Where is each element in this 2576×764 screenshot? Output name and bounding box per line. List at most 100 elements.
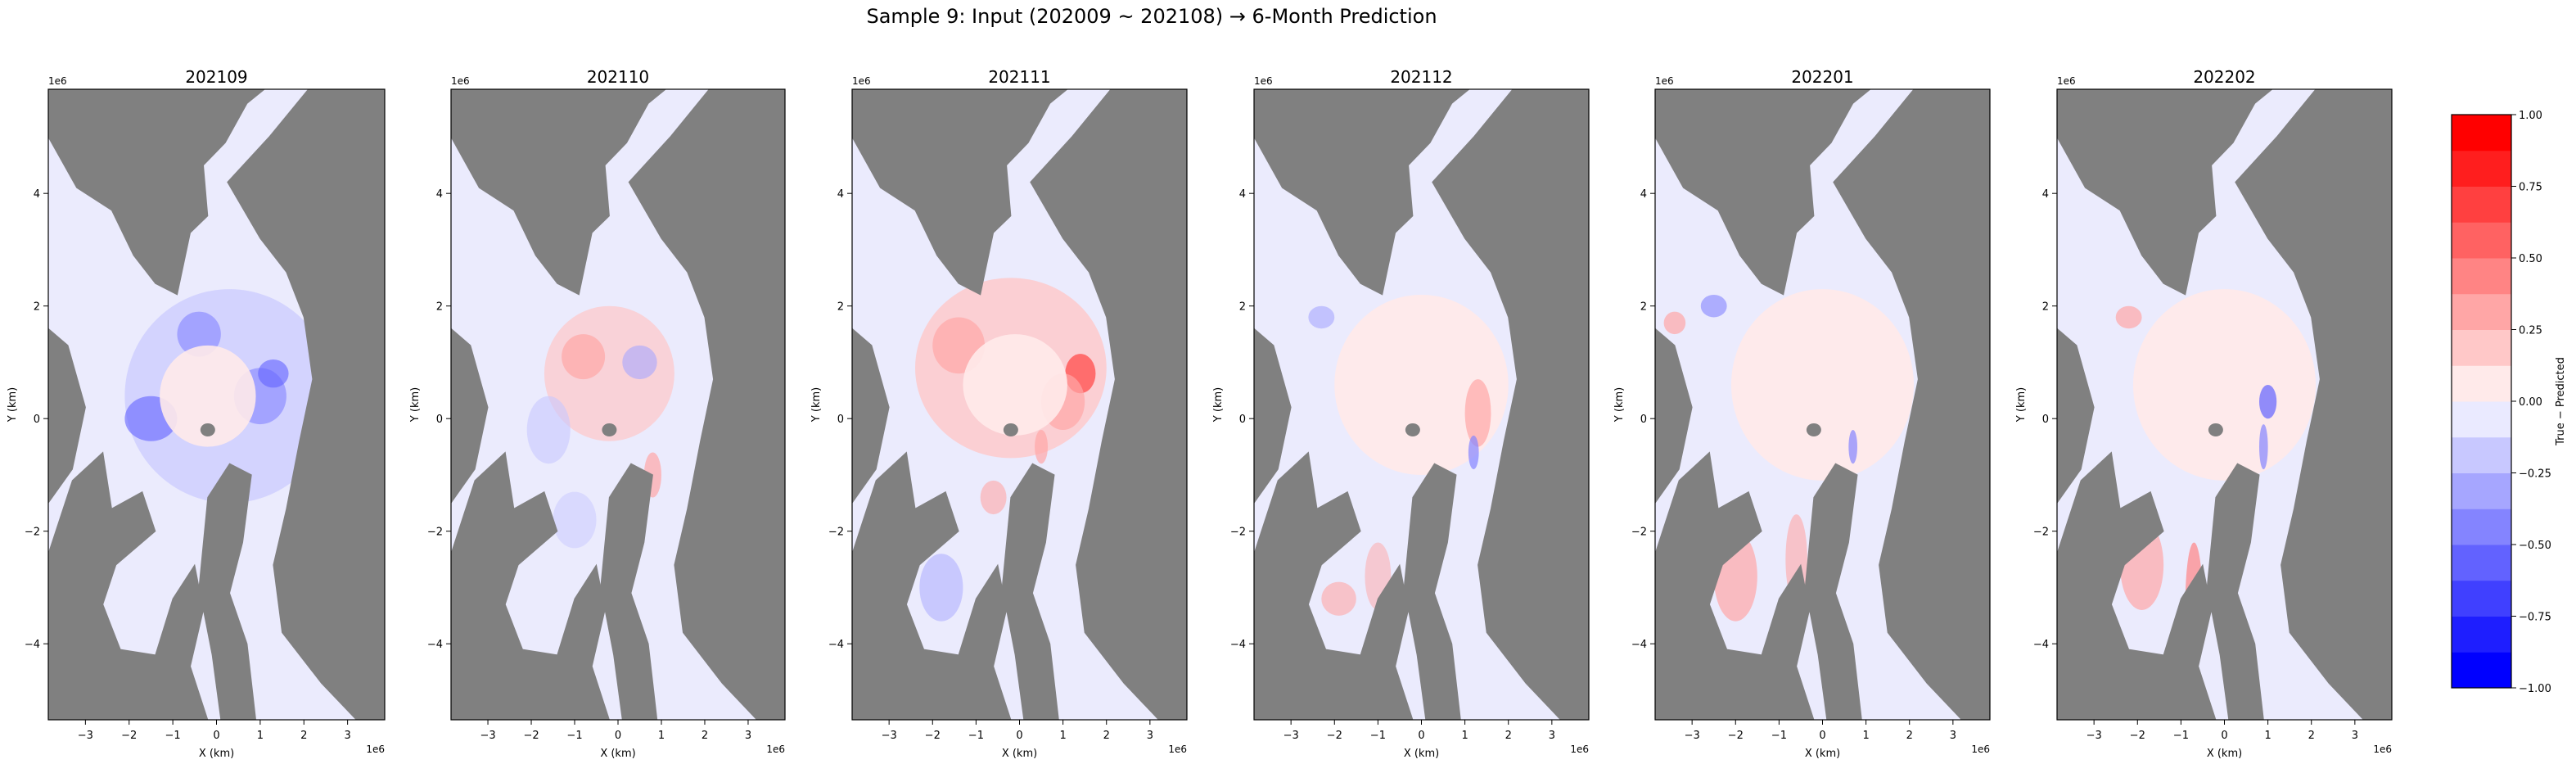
colorbar-label: True − Predicted [2555, 357, 2567, 446]
colorbar-level [2452, 150, 2511, 187]
x-offset-label: 1e6 [2373, 744, 2392, 755]
x-tick-label: −2 [2130, 730, 2145, 742]
subplot-title: 202111 [988, 67, 1050, 87]
subplot-title: 202112 [1390, 67, 1452, 87]
x-tick-label: 0 [615, 730, 621, 742]
y-tick-label: 0 [1640, 414, 1647, 426]
x-tick-label: −3 [2087, 730, 2102, 742]
subplot-202112: 202112 −3 −2 −1 0 1 2 3 −4 −2 0 2 4 1e6 1e6 X (km) Y (km… [1212, 67, 1590, 760]
colorbar-level [2452, 580, 2511, 617]
subplot-202111: 202111 −3 −2 −1 0 1 2 3 −4 −2 0 2 4 1e6 1e6 X (km) Y (km… [810, 67, 1188, 760]
subplot-title: 202109 [185, 67, 247, 87]
colorbar-level [2452, 401, 2511, 438]
x-tick-label: −2 [1728, 730, 1744, 742]
x-tick-label: 0 [1016, 730, 1022, 742]
map-field [48, 89, 385, 720]
x-tick-label: −2 [925, 730, 941, 742]
x-axis-label: X (km) [199, 748, 234, 760]
y-offset-label: 1e6 [48, 75, 67, 87]
colorbar-level [2452, 545, 2511, 581]
colorbar-tick-label: −1.00 [2519, 683, 2551, 695]
y-tick-label: −2 [828, 527, 844, 539]
y-tick-label: 0 [837, 414, 844, 426]
subplot-202109: 202109 −3 −2 −1 0 1 2 3 −4 −2 0 2 4 1e6 1e6 X (km) Y (km… [7, 67, 386, 760]
x-tick-label: 2 [300, 730, 307, 742]
y-tick-label: 0 [34, 414, 40, 426]
y-tick-label: 2 [34, 301, 40, 314]
y-tick-label: −4 [25, 639, 40, 651]
y-tick-label: −2 [2033, 527, 2049, 539]
x-axis-label: X (km) [1805, 748, 1840, 760]
colorbar-level [2452, 365, 2511, 402]
colorbar-tick-label: 0.25 [2519, 325, 2542, 337]
subplot-grid: 202109 −3 −2 −1 0 1 2 3 −4 −2 0 2 4 1e6 1e6 X (km) Y (km… [7, 67, 2393, 760]
y-axis-label: Y (km) [409, 387, 422, 423]
colorbar-level [2452, 472, 2511, 509]
subplot-title: 202201 [1791, 67, 1853, 87]
x-tick-label: 3 [2352, 730, 2358, 742]
x-tick-label: 2 [1906, 730, 1913, 742]
x-offset-label: 1e6 [1971, 744, 1990, 755]
x-tick-label: −2 [121, 730, 137, 742]
colorbar-tick-label: −0.75 [2519, 612, 2551, 624]
y-offset-label: 1e6 [852, 75, 871, 87]
x-tick-label: −2 [523, 730, 539, 742]
subplot-title: 202202 [2193, 67, 2255, 87]
y-tick-label: 4 [837, 188, 844, 201]
y-axis-label: Y (km) [1613, 387, 1626, 423]
y-tick-label: 2 [1640, 301, 1647, 314]
x-axis-label: X (km) [600, 748, 635, 760]
y-tick-label: −2 [427, 527, 443, 539]
y-tick-label: −4 [2033, 639, 2049, 651]
y-tick-label: −4 [427, 639, 443, 651]
colorbar-level [2452, 329, 2511, 366]
y-tick-label: 2 [2042, 301, 2049, 314]
x-offset-label: 1e6 [366, 744, 385, 755]
x-tick-label: −3 [882, 730, 897, 742]
x-tick-label: 3 [1549, 730, 1555, 742]
y-tick-label: 2 [837, 301, 844, 314]
y-axis-label: Y (km) [810, 387, 823, 423]
colorbar-level [2452, 222, 2511, 259]
colorbar-level [2452, 436, 2511, 473]
subplot-202201: 202201 −3 −2 −1 0 1 2 3 −4 −2 0 2 4 1e6 1e6 X (km) Y (km… [1613, 67, 1991, 760]
colorbar-tick-label: 0.50 [2519, 253, 2542, 265]
x-tick-label: −3 [78, 730, 93, 742]
x-tick-label: −1 [1370, 730, 1386, 742]
x-tick-label: 1 [1862, 730, 1869, 742]
map-field [852, 89, 1187, 720]
map-field [1254, 89, 1589, 720]
x-tick-label: −1 [1771, 730, 1787, 742]
y-tick-label: 0 [2042, 414, 2049, 426]
y-tick-label: −4 [1230, 639, 1246, 651]
y-tick-label: 4 [1640, 188, 1647, 201]
x-offset-label: 1e6 [766, 744, 785, 755]
colorbar-level [2452, 258, 2511, 295]
y-tick-label: −2 [25, 527, 40, 539]
x-offset-label: 1e6 [1570, 744, 1589, 755]
x-tick-label: −2 [1327, 730, 1342, 742]
y-tick-label: 2 [1239, 301, 1246, 314]
x-axis-label: X (km) [1002, 748, 1037, 760]
y-tick-label: 0 [436, 414, 443, 426]
x-tick-label: 0 [2221, 730, 2227, 742]
colorbar-tick-label: 0.00 [2519, 396, 2542, 409]
subplot-202110: 202110 −3 −2 −1 0 1 2 3 −4 −2 0 2 4 1e6 1e6 X (km) Y (km… [409, 67, 786, 760]
x-tick-label: 2 [2308, 730, 2315, 742]
y-tick-label: −4 [828, 639, 844, 651]
colorbar-tick-label: −0.50 [2519, 540, 2551, 552]
colorbar: −1.00 −0.75 −0.50 −0.25 0.00 0.25 0.50 0.75 1.00… [2451, 110, 2567, 695]
map-field [2057, 89, 2392, 720]
y-tick-label: 4 [34, 188, 40, 201]
x-offset-label: 1e6 [1168, 744, 1187, 755]
colorbar-level [2452, 652, 2511, 689]
colorbar-level [2452, 293, 2511, 330]
x-tick-label: 2 [1103, 730, 1110, 742]
x-tick-label: 3 [1950, 730, 1956, 742]
subplot-title: 202110 [587, 67, 649, 87]
x-tick-label: 3 [344, 730, 350, 742]
x-tick-label: 2 [702, 730, 708, 742]
y-tick-label: −4 [1631, 639, 1647, 651]
y-offset-label: 1e6 [2057, 75, 2076, 87]
y-axis-label: Y (km) [1212, 387, 1225, 423]
